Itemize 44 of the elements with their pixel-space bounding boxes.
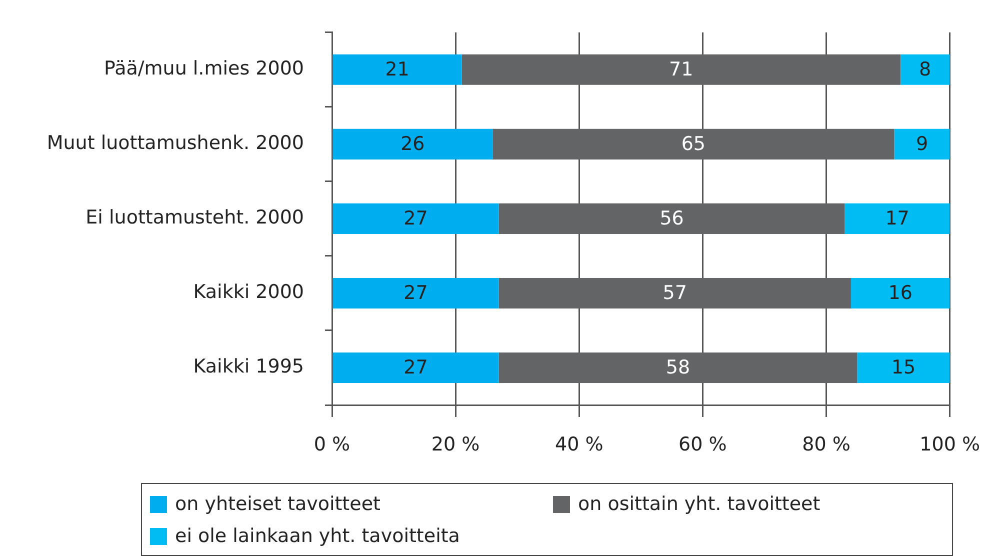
- y-tick-label: Kaikki 1995: [193, 356, 304, 378]
- data-label: 57: [662, 282, 687, 304]
- bar: [462, 54, 900, 85]
- y-tick-label: Kaikki 2000: [193, 281, 304, 304]
- data-label: 26: [400, 133, 425, 156]
- data-label: 27: [404, 356, 428, 379]
- legend-label: on osittain yht. tavoitteet: [578, 493, 820, 515]
- data-label: 27: [404, 208, 428, 230]
- bar: [332, 203, 499, 234]
- y-tick-label: Pää/muu l.mies 2000: [104, 58, 304, 80]
- bar: [492, 128, 894, 160]
- bar: [332, 128, 493, 160]
- data-label: 27: [404, 282, 428, 304]
- x-tick-label: 20 %: [431, 433, 480, 456]
- bar: [844, 203, 950, 234]
- bar: [498, 352, 858, 384]
- bar: [850, 278, 950, 308]
- bar: [498, 278, 851, 308]
- x-tick-label: 40 %: [554, 433, 604, 456]
- legend-label: on yhteiset tavoitteet: [175, 493, 380, 515]
- bar: [894, 128, 950, 160]
- bar: [857, 352, 950, 384]
- data-label: 56: [660, 208, 684, 230]
- bar: [332, 54, 462, 85]
- data-label: 21: [385, 58, 410, 81]
- data-label: 15: [891, 356, 916, 379]
- data-label: 16: [888, 282, 912, 304]
- bar: [332, 278, 499, 308]
- y-tick-label: Muut luottamushenk. 2000: [46, 132, 304, 154]
- x-tick-label: 80 %: [802, 433, 850, 456]
- legend-label: ei ole lainkaan yht. tavoitteita: [175, 525, 460, 547]
- data-label: 17: [885, 208, 910, 230]
- bar: [332, 352, 499, 384]
- bar: [498, 203, 845, 234]
- x-tick-label: 60 %: [678, 433, 727, 456]
- data-label: 9: [916, 133, 928, 156]
- data-label: 8: [919, 58, 932, 81]
- x-tick-label: 100 %: [920, 433, 980, 456]
- y-tick-label: Ei luottamusteht. 2000: [86, 206, 304, 229]
- x-tick-label: 0 %: [314, 433, 350, 456]
- data-label: 65: [681, 133, 706, 156]
- data-label: 71: [668, 58, 694, 81]
- data-label: 58: [666, 356, 690, 379]
- bar: [900, 54, 950, 85]
